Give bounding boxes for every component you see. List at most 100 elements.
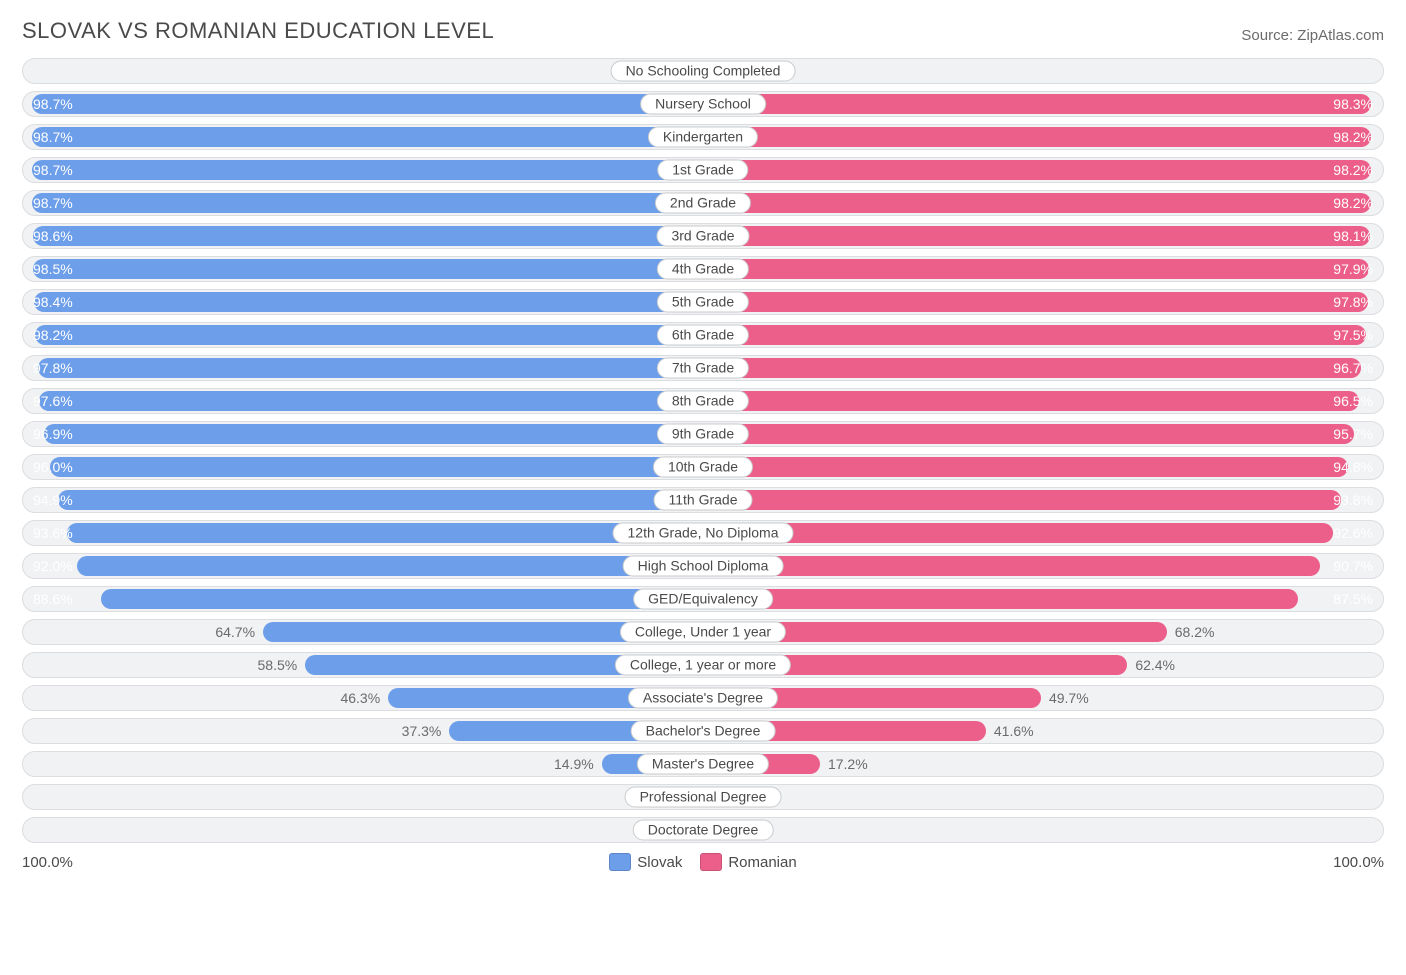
value-left: 37.3% [402, 719, 442, 743]
value-right: 93.8% [1333, 488, 1373, 512]
bar-right [703, 490, 1341, 510]
value-right: 97.8% [1333, 290, 1373, 314]
category-label: College, Under 1 year [620, 622, 786, 643]
value-right: 90.7% [1333, 554, 1373, 578]
bar-right [703, 523, 1333, 543]
category-label: 9th Grade [657, 424, 749, 445]
category-label: 10th Grade [653, 457, 753, 478]
header: SLOVAK VS ROMANIAN EDUCATION LEVEL Sourc… [22, 18, 1384, 44]
chart-row: 98.6% 98.1% 3rd Grade [22, 223, 1384, 249]
value-right: 98.2% [1333, 125, 1373, 149]
bar-left [32, 94, 703, 114]
value-left: 64.7% [215, 620, 255, 644]
category-label: 4th Grade [657, 259, 749, 280]
legend-item-right: Romanian [700, 853, 796, 871]
value-right: 98.1% [1333, 224, 1373, 248]
bar-left [32, 193, 703, 213]
bar-right [703, 193, 1371, 213]
value-left: 98.6% [33, 224, 73, 248]
bar-left [77, 556, 703, 576]
bar-left [58, 490, 703, 510]
category-label: No Schooling Completed [611, 61, 796, 82]
bar-left [50, 457, 703, 477]
bar-right [703, 127, 1371, 147]
legend-swatch-left [609, 853, 631, 871]
category-label: High School Diploma [623, 556, 784, 577]
value-right: 97.9% [1333, 257, 1373, 281]
source-label: Source: [1241, 27, 1297, 44]
value-left: 97.8% [33, 356, 73, 380]
bar-left [33, 259, 703, 279]
value-left: 92.0% [33, 554, 73, 578]
value-right: 92.6% [1333, 521, 1373, 545]
category-label: 3rd Grade [656, 226, 749, 247]
source-name: ZipAtlas.com [1297, 27, 1384, 44]
bar-left [32, 127, 703, 147]
chart-row: 98.7%98.2%2nd Grade [22, 190, 1384, 216]
bar-right [703, 226, 1370, 246]
value-left: 14.9% [554, 752, 594, 776]
value-right: 49.7% [1049, 686, 1089, 710]
chart-row: 94.9% 93.8% 11th Grade [22, 487, 1384, 513]
chart-row: 1.3%1.8%No Schooling Completed [22, 58, 1384, 84]
bar-right [703, 160, 1371, 180]
value-left: 98.7% [33, 125, 73, 149]
chart-row: 98.7%98.3%Nursery School [22, 91, 1384, 117]
value-right: 98.2% [1333, 191, 1373, 215]
chart-row: 96.9% 95.7% 9th Grade [22, 421, 1384, 447]
value-right: 17.2% [828, 752, 868, 776]
chart-row: 46.3%49.7%Associate's Degree [22, 685, 1384, 711]
value-right: 96.5% [1333, 389, 1373, 413]
value-right: 98.2% [1333, 158, 1373, 182]
value-right: 95.7% [1333, 422, 1373, 446]
value-left: 88.6% [33, 587, 73, 611]
category-label: Doctorate Degree [633, 820, 774, 841]
chart-row: 98.7%98.2%Kindergarten [22, 124, 1384, 150]
value-left: 94.9% [33, 488, 73, 512]
bar-right [703, 259, 1369, 279]
chart-row: 96.0%94.8%10th Grade [22, 454, 1384, 480]
value-right: 68.2% [1175, 620, 1215, 644]
legend: Slovak Romanian [609, 853, 796, 871]
value-left: 98.4% [33, 290, 73, 314]
value-right: 96.7% [1333, 356, 1373, 380]
value-right: 94.8% [1333, 455, 1373, 479]
diverging-bar-chart: 1.3%1.8%No Schooling Completed98.7%98.3%… [22, 58, 1384, 843]
category-label: 11th Grade [653, 490, 752, 511]
chart-row: 98.4% 97.8% 5th Grade [22, 289, 1384, 315]
value-left: 96.9% [33, 422, 73, 446]
value-right: 97.5% [1333, 323, 1373, 347]
bar-left [101, 589, 703, 609]
legend-item-left: Slovak [609, 853, 682, 871]
bar-right [703, 457, 1348, 477]
value-left: 97.6% [33, 389, 73, 413]
chart-row: 37.3%41.6%Bachelor's Degree [22, 718, 1384, 744]
bar-right [703, 325, 1366, 345]
chart-row: 88.6%87.5%GED/Equivalency [22, 586, 1384, 612]
chart-row: 98.5% 97.9% 4th Grade [22, 256, 1384, 282]
legend-swatch-right [700, 853, 722, 871]
category-label: 6th Grade [657, 325, 749, 346]
category-label: 12th Grade, No Diploma [613, 523, 794, 544]
value-right: 98.3% [1333, 92, 1373, 116]
chart-row: 93.6%92.6%12th Grade, No Diploma [22, 520, 1384, 546]
bar-right [703, 391, 1359, 411]
axis-max-right: 100.0% [1333, 854, 1384, 871]
category-label: GED/Equivalency [633, 589, 773, 610]
category-label: 5th Grade [657, 292, 749, 313]
value-left: 98.5% [33, 257, 73, 281]
bar-right [703, 556, 1320, 576]
category-label: 8th Grade [657, 391, 749, 412]
value-left: 98.7% [33, 158, 73, 182]
chart-row: 1.8%2.1%Doctorate Degree [22, 817, 1384, 843]
bar-left [38, 358, 703, 378]
chart-row: 14.9%17.2%Master's Degree [22, 751, 1384, 777]
bar-right [703, 358, 1361, 378]
category-label: Professional Degree [625, 787, 782, 808]
value-left: 46.3% [340, 686, 380, 710]
value-right: 62.4% [1135, 653, 1175, 677]
value-left: 58.5% [258, 653, 298, 677]
category-label: Bachelor's Degree [631, 721, 776, 742]
category-label: 2nd Grade [655, 193, 751, 214]
chart-row: 98.2%97.5%6th Grade [22, 322, 1384, 348]
